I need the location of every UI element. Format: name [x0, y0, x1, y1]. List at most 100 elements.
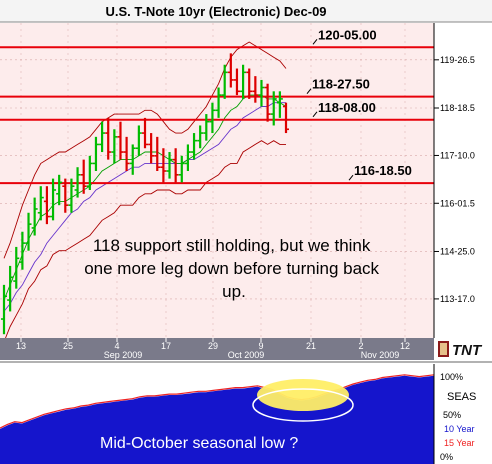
x-tick-label: 12: [400, 341, 410, 351]
price-bar: [227, 53, 234, 88]
price-bar: [184, 144, 191, 172]
title-bar: [0, 0, 492, 22]
price-bar: [74, 167, 81, 198]
price-bar: [264, 83, 271, 122]
y-tick-label: 119-26.5: [440, 55, 475, 65]
legend-15-year: 15 Year: [444, 438, 475, 448]
logo-mark-inner: [440, 343, 447, 355]
price-bars: [1, 53, 289, 335]
level-labels: 120-05.00 118-27.50 118-08.00 116-18.50: [306, 27, 412, 181]
price-bar: [37, 186, 44, 221]
seas-tick-50: 50%: [443, 410, 461, 420]
x-month-label: Nov 2009: [361, 350, 400, 360]
price-bar: [62, 178, 69, 213]
logo: TNT: [438, 341, 483, 359]
chart-title: U.S. T-Note 10yr (Electronic) Dec-09: [105, 4, 326, 19]
price-bar: [215, 87, 222, 118]
moving-averages: [3, 94, 287, 312]
price-bar: [56, 174, 63, 206]
price-bar: [111, 129, 118, 164]
price-bar: [240, 64, 247, 99]
price-bar: [203, 114, 210, 141]
y-tick-label: 114-25.0: [440, 246, 475, 256]
price-bar: [31, 197, 38, 236]
envelope-bands: [3, 41, 287, 342]
x-tick-label: 17: [161, 341, 171, 351]
price-bar: [283, 102, 289, 134]
price-bar: [92, 136, 99, 172]
level-label-tick: [348, 174, 354, 181]
price-bar: [105, 117, 112, 160]
x-month-label: Sep 2009: [104, 350, 143, 360]
price-bar: [221, 64, 228, 99]
x-tick-label: 9: [258, 341, 263, 351]
seas-tick-0: 0%: [440, 452, 453, 462]
x-month-label: Oct 2009: [228, 350, 265, 360]
legend-10-year: 10 Year: [444, 424, 475, 434]
level-label-tick: [306, 88, 312, 94]
chart-annotation: 118 support still holding, but we think …: [84, 236, 384, 301]
price-bar: [148, 133, 155, 164]
price-bar: [50, 178, 57, 221]
level-label: 118-27.50: [312, 77, 370, 92]
y-tick-label: 116-01.5: [440, 198, 475, 208]
y-axis-ticks: 113-17.0 114-25.0 116-01.5 117-10.0 118-18.5…: [434, 55, 475, 304]
grid-lines: [0, 23, 434, 338]
price-bar: [246, 68, 253, 99]
price-bar: [123, 136, 130, 172]
annotation-line-3: up.: [222, 282, 246, 301]
price-bar: [86, 155, 93, 190]
price-bar: [129, 144, 136, 175]
level-label: 120-05.00: [318, 27, 377, 42]
y-axis-panel: [434, 23, 492, 338]
seasonal-note: Mid-October seasonal low ?: [100, 435, 298, 452]
logo-text: TNT: [452, 342, 483, 359]
price-bar: [166, 152, 173, 179]
price-bar: [80, 159, 87, 194]
level-label-tick: [312, 38, 318, 45]
seasonal-axis-panel: [434, 364, 492, 464]
x-tick-label: 4: [114, 341, 119, 351]
x-tick-label: 21: [306, 341, 316, 351]
price-bar: [209, 102, 216, 134]
seas-label: SEAS: [447, 391, 476, 403]
price-bar: [252, 76, 259, 103]
x-tick-label: 2: [358, 341, 363, 351]
price-bar: [197, 125, 204, 149]
y-tick-label: 117-10.0: [440, 150, 475, 160]
annotation-line-2: one more leg down before turning back: [84, 259, 379, 278]
price-bar: [270, 91, 277, 126]
price-bar: [117, 121, 124, 160]
price-bar: [258, 79, 265, 107]
fast-ma-line: [3, 94, 287, 301]
price-bar: [25, 212, 32, 251]
price-bar: [19, 231, 26, 270]
price-bar: [154, 136, 161, 172]
lower-band-line: [3, 140, 286, 342]
slow-ma-line: [3, 102, 286, 312]
price-bar: [1, 284, 7, 335]
price-bar: [233, 68, 240, 96]
price-bar: [178, 155, 185, 183]
price-bar: [135, 125, 142, 156]
upper-band-line: [3, 41, 287, 259]
price-bar: [7, 265, 14, 312]
price-bar: [142, 117, 148, 149]
level-label: 116-18.50: [354, 163, 412, 178]
seas-tick-100: 100%: [440, 372, 463, 382]
x-tick-label: 13: [16, 341, 26, 351]
price-bar: [160, 148, 167, 183]
y-tick-label: 113-17.0: [440, 294, 475, 304]
x-tick-label: 29: [208, 341, 218, 351]
annotation-line-1: 118 support still holding, but we think: [93, 236, 371, 255]
x-axis-band: [0, 338, 434, 360]
x-axis-ticks: 13 25 4 17 29 9 21 2 12 Sep 2009 Oct 2009 Nov 2009: [16, 338, 410, 360]
price-bar: [68, 178, 75, 213]
price-bar: [191, 133, 198, 160]
level-label: 118-08.00: [318, 100, 376, 115]
price-bar: [99, 121, 106, 153]
price-bar: [43, 186, 50, 225]
price-bar: [13, 246, 20, 289]
x-tick-label: 25: [63, 341, 73, 351]
